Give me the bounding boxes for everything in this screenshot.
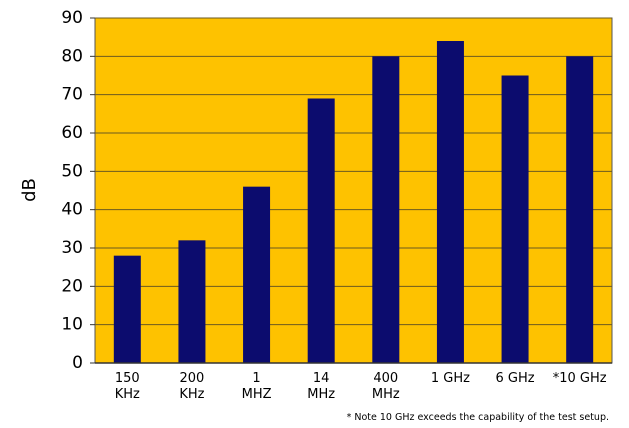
- bar: [436, 41, 464, 363]
- y-tick-label: 40: [61, 200, 83, 220]
- y-tick-label: 90: [61, 8, 83, 28]
- y-tick-label: 20: [61, 276, 83, 296]
- x-tick-label: 14 MHz: [307, 371, 336, 402]
- y-tick-label: 0: [72, 353, 83, 373]
- y-axis-label: dB: [19, 178, 40, 202]
- bar: [501, 75, 529, 363]
- x-tick-label: *10 GHz: [552, 371, 607, 386]
- bar: [307, 98, 335, 363]
- bar: [113, 255, 141, 363]
- y-tick-label: 80: [61, 46, 83, 66]
- x-tick-label: 6 GHz: [495, 371, 535, 386]
- bar: [178, 240, 206, 363]
- y-tick-label: 10: [61, 315, 83, 335]
- y-tick-label: 70: [61, 85, 83, 105]
- plot-area: [94, 17, 613, 364]
- x-tick-label: 1 GHz: [430, 371, 470, 386]
- x-tick-label: 150 KHz: [114, 371, 140, 402]
- x-tick-label: 400 MHz: [371, 371, 400, 402]
- y-tick-label: 50: [61, 161, 83, 181]
- y-tick-label: 30: [61, 238, 83, 258]
- footnote: * Note 10 GHz exceeds the capability of …: [346, 412, 609, 423]
- bar: [372, 56, 400, 363]
- y-tick-label: 60: [61, 123, 83, 143]
- bar: [566, 56, 594, 363]
- x-tick-label: 200 KHz: [179, 371, 205, 402]
- x-tick-label: 1 MHZ: [241, 371, 272, 402]
- bar: [243, 186, 271, 363]
